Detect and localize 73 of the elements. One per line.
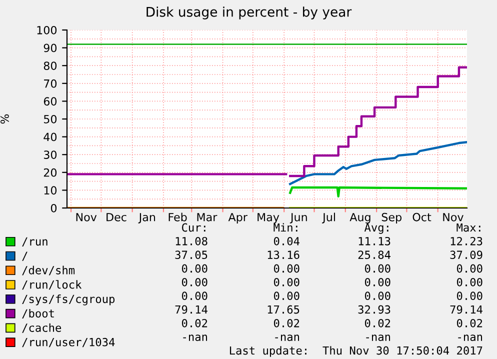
legend-label: / [22,252,28,261]
x-tick-label: Mar [197,213,218,222]
text: 12.23 [450,236,482,246]
line-series [289,141,467,186]
text: -nan [183,334,208,342]
text: 11.13 [358,236,390,246]
text: 0.00 [182,264,208,273]
y-tick-label: 50 [44,114,57,124]
y-tick-label: 60 [44,97,57,106]
x-tick-label: May [258,213,280,224]
text: -nan [458,334,482,342]
y-tick-label: 100 [37,26,57,34]
text: -nan [366,334,390,342]
text: 79.14 [175,305,208,314]
text: 37.09 [450,250,482,260]
legend-label: /run/lock [22,280,82,290]
text: 32.93 [358,305,390,314]
x-tick-label: Sep [382,212,402,224]
text: 0.00 [274,264,300,273]
text: 0.00 [182,278,208,286]
y-tick-label: 70 [44,79,57,88]
chart-title: Disk usage in percent - by year [146,6,352,20]
legend-label: /sys/fs/cgroup [22,294,115,306]
text: 13.16 [268,250,300,260]
x-tick-label: Jun [290,213,307,224]
x-tick-label: Jan [138,213,156,224]
text: 17.65 [268,305,300,314]
legend-label: /run/user/1034 [22,338,115,348]
text: Avg: [364,223,388,234]
text: 79.14 [450,305,482,314]
x-tick-label: Apr [228,213,248,224]
text: 0.00 [364,292,390,300]
line-series [289,186,467,198]
y-tick-label: 40 [44,132,57,142]
text: 0.00 [274,292,300,300]
legend-label: /run [22,237,48,247]
text: 0.00 [456,292,482,300]
y-tick-label: 30 [44,150,57,159]
text: 0.00 [456,278,482,286]
text: 0.00 [456,264,482,273]
x-tick-label: Jul [322,212,335,224]
legend-label: /boot [22,308,54,318]
x-tick-label: Nov [76,213,97,222]
text: 0.02 [182,318,208,328]
y-tick-label: 90 [44,44,57,52]
text: 0.00 [182,292,208,300]
text: Cur: [182,223,206,232]
text: 0.04 [274,236,300,246]
x-tick-label: Dec [106,213,126,222]
text: 0.00 [364,264,390,273]
text: 0.02 [274,318,300,328]
x-tick-label: Oct [412,212,432,222]
y-tick-label: 20 [44,168,57,177]
text: 0.00 [364,278,390,286]
x-tick-label: Nov [443,213,464,222]
text: 11.08 [176,236,208,246]
text: 37.05 [175,250,208,260]
y-tick-label: 80 [44,62,57,70]
text: 0.00 [274,278,300,286]
text: Min: [274,223,298,232]
y-tick-label: 0 [50,204,57,212]
text: 25.84 [358,250,390,260]
text: 0.02 [364,318,390,328]
y-axis-title: % [0,114,9,124]
x-tick-label: Aug [350,213,370,224]
text: 0.02 [456,318,482,328]
text: -nan [275,334,300,342]
text: Max: [456,223,480,232]
text: Last update: Thu Nov 30 17:50:04 2017 [230,346,482,357]
x-tick-label: Feb [168,212,187,222]
legend-label: /dev/shm [22,266,75,276]
y-tick-label: 10 [44,186,57,195]
legend-label: /cache [22,323,62,333]
